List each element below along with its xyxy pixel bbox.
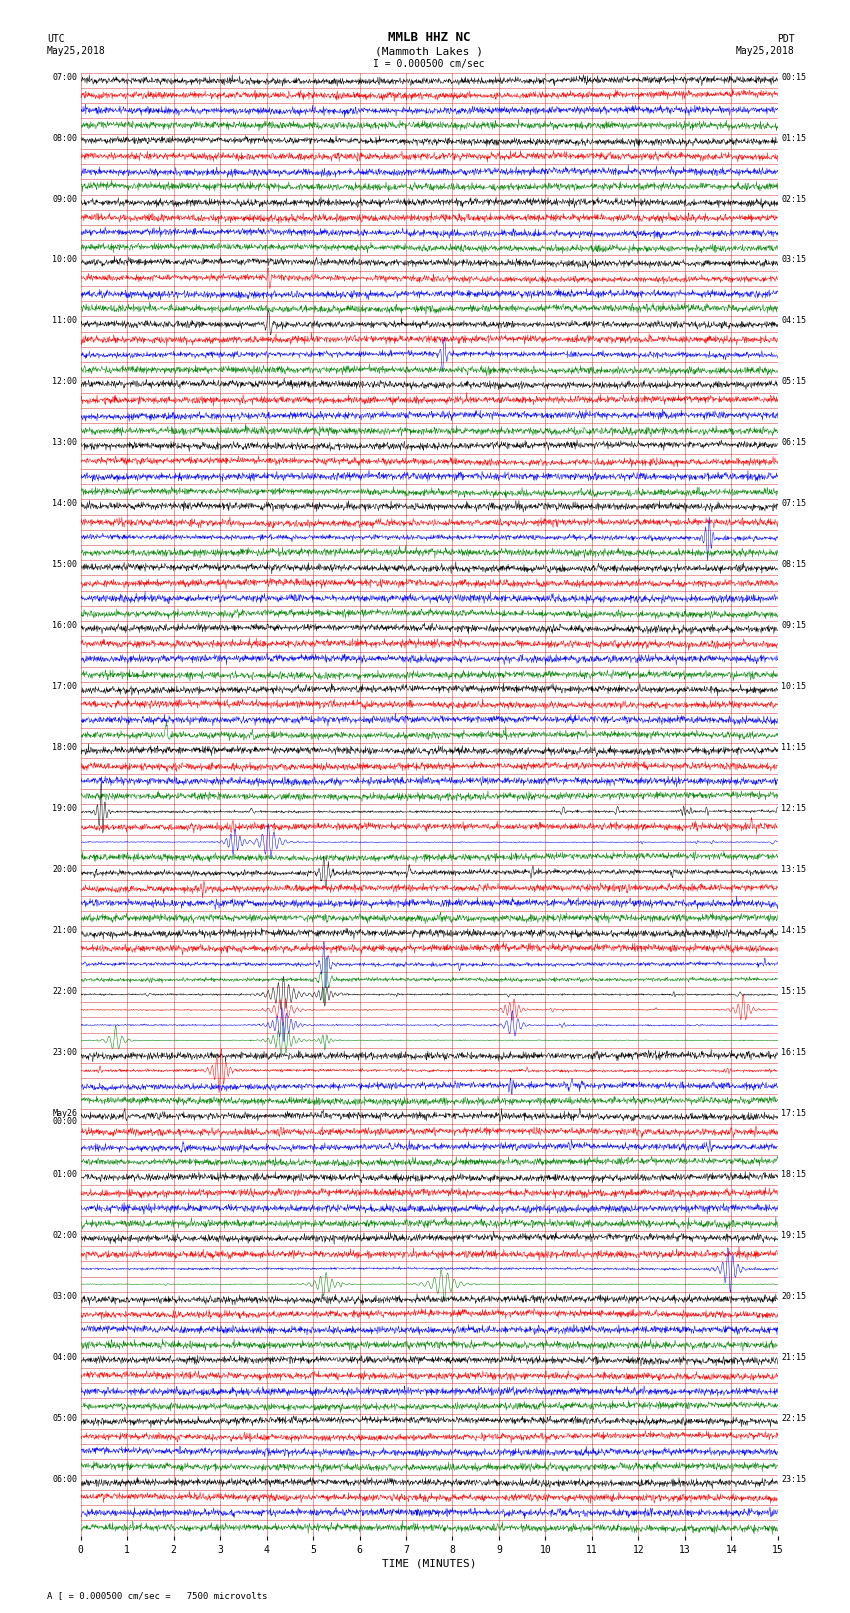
Text: 06:00: 06:00 bbox=[52, 1474, 77, 1484]
Text: A [ = 0.000500 cm/sec =   7500 microvolts: A [ = 0.000500 cm/sec = 7500 microvolts bbox=[47, 1590, 267, 1600]
Text: 20:00: 20:00 bbox=[52, 865, 77, 874]
Text: 19:00: 19:00 bbox=[52, 805, 77, 813]
Text: May25,2018: May25,2018 bbox=[736, 47, 795, 56]
Text: 17:15: 17:15 bbox=[781, 1108, 807, 1118]
Text: 07:00: 07:00 bbox=[52, 73, 77, 82]
Text: 21:15: 21:15 bbox=[781, 1353, 807, 1361]
Text: 06:15: 06:15 bbox=[781, 439, 807, 447]
Text: 13:00: 13:00 bbox=[52, 439, 77, 447]
Text: 23:15: 23:15 bbox=[781, 1474, 807, 1484]
Text: 23:00: 23:00 bbox=[52, 1048, 77, 1057]
Text: 03:15: 03:15 bbox=[781, 255, 807, 265]
Text: 05:15: 05:15 bbox=[781, 377, 807, 387]
Text: 17:00: 17:00 bbox=[52, 682, 77, 690]
Text: 01:15: 01:15 bbox=[781, 134, 807, 142]
Text: 20:15: 20:15 bbox=[781, 1292, 807, 1300]
Text: 16:15: 16:15 bbox=[781, 1048, 807, 1057]
Text: 08:00: 08:00 bbox=[52, 134, 77, 142]
Text: 09:00: 09:00 bbox=[52, 195, 77, 203]
Text: May25,2018: May25,2018 bbox=[47, 47, 105, 56]
Text: 04:15: 04:15 bbox=[781, 316, 807, 326]
Text: (Mammoth Lakes ): (Mammoth Lakes ) bbox=[375, 47, 484, 56]
Text: PDT: PDT bbox=[777, 34, 795, 44]
Text: UTC: UTC bbox=[47, 34, 65, 44]
Text: 02:00: 02:00 bbox=[52, 1231, 77, 1240]
Text: 22:00: 22:00 bbox=[52, 987, 77, 995]
Text: 01:00: 01:00 bbox=[52, 1169, 77, 1179]
Text: 00:15: 00:15 bbox=[781, 73, 807, 82]
Text: MMLB HHZ NC: MMLB HHZ NC bbox=[388, 31, 471, 44]
Text: 12:15: 12:15 bbox=[781, 805, 807, 813]
Text: 16:00: 16:00 bbox=[52, 621, 77, 631]
Text: 15:00: 15:00 bbox=[52, 560, 77, 569]
Text: 18:00: 18:00 bbox=[52, 744, 77, 752]
Text: 11:15: 11:15 bbox=[781, 744, 807, 752]
Text: 08:15: 08:15 bbox=[781, 560, 807, 569]
Text: 04:00: 04:00 bbox=[52, 1353, 77, 1361]
Text: 10:00: 10:00 bbox=[52, 255, 77, 265]
X-axis label: TIME (MINUTES): TIME (MINUTES) bbox=[382, 1558, 477, 1569]
Text: May26
00:00: May26 00:00 bbox=[52, 1108, 77, 1126]
Text: 05:00: 05:00 bbox=[52, 1413, 77, 1423]
Text: 12:00: 12:00 bbox=[52, 377, 77, 387]
Text: 14:00: 14:00 bbox=[52, 500, 77, 508]
Text: 11:00: 11:00 bbox=[52, 316, 77, 326]
Text: 10:15: 10:15 bbox=[781, 682, 807, 690]
Text: 21:00: 21:00 bbox=[52, 926, 77, 936]
Text: 09:15: 09:15 bbox=[781, 621, 807, 631]
Text: I = 0.000500 cm/sec: I = 0.000500 cm/sec bbox=[373, 60, 485, 69]
Text: 02:15: 02:15 bbox=[781, 195, 807, 203]
Text: 18:15: 18:15 bbox=[781, 1169, 807, 1179]
Text: 14:15: 14:15 bbox=[781, 926, 807, 936]
Text: 13:15: 13:15 bbox=[781, 865, 807, 874]
Text: 22:15: 22:15 bbox=[781, 1413, 807, 1423]
Text: 07:15: 07:15 bbox=[781, 500, 807, 508]
Text: 15:15: 15:15 bbox=[781, 987, 807, 995]
Text: 19:15: 19:15 bbox=[781, 1231, 807, 1240]
Text: 03:00: 03:00 bbox=[52, 1292, 77, 1300]
